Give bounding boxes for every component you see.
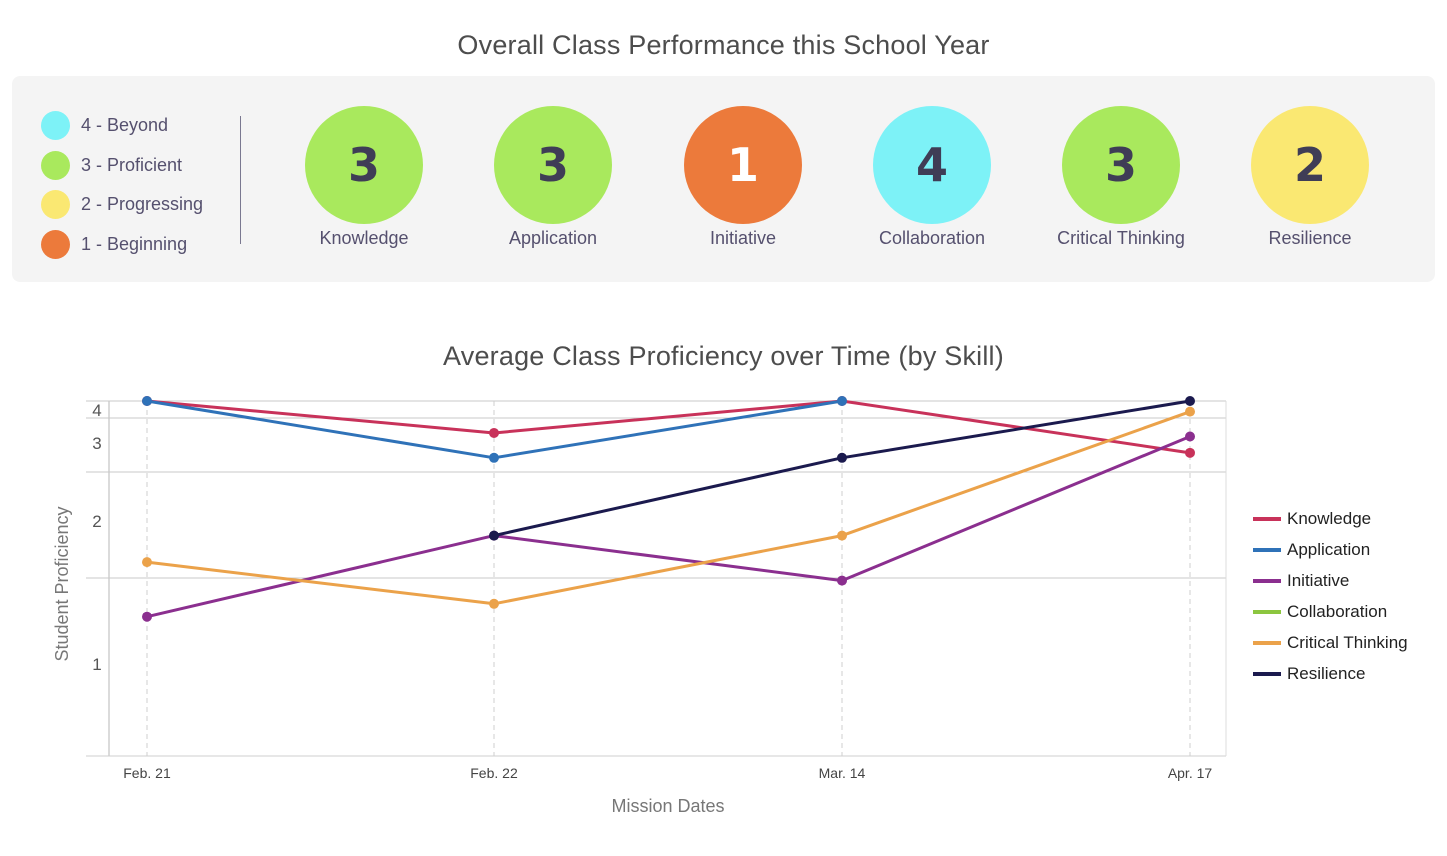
rating-3-label: 3 - Proficient [81,154,183,175]
skill-resilience: 2 Resilience [1220,106,1400,249]
rating-4-dot [41,111,70,141]
skill-name: Resilience [1268,228,1352,248]
rating-2-dot [41,190,70,220]
rating-3-dot [41,150,70,180]
series-line-critical-thinking [146,410,1191,606]
y-tick-label: 4 [92,401,101,420]
rating-legend-item: 3 - Proficient [41,146,203,186]
skill-name: Collaboration [878,228,986,248]
legend-item: Resilience [1253,658,1408,689]
rating-1-dot [41,229,70,259]
y-tick-label: 3 [92,434,101,453]
chart-legend: Knowledge Application Initiative Collaborat… [1253,503,1408,689]
data-point [142,611,152,622]
legend-label: Application [1287,539,1371,559]
legend-label: Initiative [1287,570,1350,590]
legend-item: Application [1253,534,1408,565]
skill-knowledge: 3 Knowledge [274,106,454,249]
skill-score-badge: 3 [1062,106,1180,224]
skill-score-badge: 4 [873,106,991,224]
legend-item: Critical Thinking [1253,627,1408,658]
legend-swatch [1253,609,1281,614]
legend-item: Initiative [1253,565,1408,596]
rating-4-label: 4 - Beyond [81,115,169,136]
skill-score-badge: 2 [1251,106,1369,224]
data-point [489,452,499,463]
x-tick-label: Mar. 14 [819,765,866,781]
data-point [489,530,499,541]
rating-legend-item: 1 - Beginning [41,225,203,265]
chart-title: Average Class Proficiency over Time (by … [443,341,1004,371]
skill-name: Knowledge [319,228,409,248]
rating-legend-item: 2 - Progressing [41,185,203,225]
skill-application: 3 Application [463,106,643,249]
legend-swatch [1253,640,1281,645]
legend-label: Resilience [1287,663,1366,683]
data-point [489,598,499,609]
legend-label: Collaboration [1287,601,1388,621]
rating-1-label: 1 - Beginning [81,233,188,254]
y-tick-label: 1 [92,655,101,674]
skill-name: Critical Thinking [1057,228,1185,248]
data-point [142,396,152,406]
legend-swatch [1253,671,1281,676]
skill-name: Application [508,228,598,248]
legend-swatch [1253,516,1281,521]
series-line-initiative [146,435,1191,619]
data-point [837,530,847,541]
data-point [1185,431,1195,442]
x-axis-title: Mission Dates [611,796,724,816]
x-tick-label: Feb. 22 [470,765,518,781]
series-line-knowledge [146,399,1191,455]
skill-score-badge: 1 [684,106,802,224]
data-point [1185,447,1195,458]
legend-item: Knowledge [1253,503,1408,534]
rating-legend-item: 4 - Beyond [41,106,203,146]
data-point [1185,406,1195,417]
page-title: Overall Class Performance this School Ye… [457,30,990,60]
legend-item: Collaboration [1253,596,1408,627]
skill-score-badge: 3 [494,106,612,224]
rating-2-label: 2 - Progressing [81,194,204,215]
skill-initiative: 1 Initiative [653,106,833,249]
data-point [489,427,499,438]
data-point [837,396,847,406]
legend-label: Critical Thinking [1287,632,1408,652]
skill-name: Initiative [709,228,777,248]
x-tick-label: Feb. 21 [123,765,171,781]
legend-divider [240,116,241,244]
data-point [837,452,847,463]
skill-score-badge: 3 [305,106,423,224]
legend-swatch [1253,547,1281,552]
skill-critical-thinking: 3 Critical Thinking [1031,106,1211,249]
performance-summary-panel: 4 - Beyond 3 - Proficient 2 - Progressin… [12,76,1435,282]
data-point [142,557,152,568]
x-tick-label: Apr. 17 [1168,765,1213,781]
y-tick-label: 2 [92,512,101,531]
data-point [1185,396,1195,406]
data-point [837,575,847,586]
skill-collaboration: 4 Collaboration [842,106,1022,249]
legend-swatch [1253,578,1281,583]
y-axis-title: Student Proficiency [52,506,72,661]
rating-legend: 4 - Beyond 3 - Proficient 2 - Progressin… [41,106,203,264]
legend-label: Knowledge [1287,508,1372,528]
